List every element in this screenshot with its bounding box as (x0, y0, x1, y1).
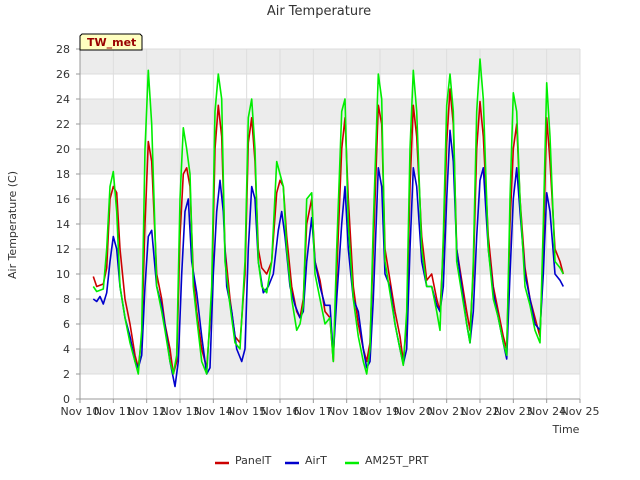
legend-item-AirT: AirT (285, 454, 327, 467)
x-tick-label: Nov 12 (127, 405, 166, 418)
y-tick-label: 10 (56, 268, 70, 281)
plot-band (80, 149, 580, 174)
site-label: TW_met (87, 36, 136, 49)
y-tick-label: 16 (56, 193, 70, 206)
y-tick-label: 22 (56, 118, 70, 131)
site-label-box (79, 33, 143, 51)
legend-label: AM25T_PRT (365, 454, 429, 467)
y-tick-label: 12 (56, 243, 70, 256)
plot-band (80, 349, 580, 374)
y-tick-label: 2 (63, 368, 70, 381)
x-tick-label: Nov 23 (494, 405, 533, 418)
x-tick-label: Nov 13 (161, 405, 200, 418)
series-line-PanelT (92, 88, 565, 375)
x-tick-label: Nov 10 (61, 405, 100, 418)
legend-item-PanelT: PanelT (215, 454, 272, 467)
x-tick-label: Nov 18 (327, 405, 366, 418)
x-tick-label: Nov 25 (561, 405, 600, 418)
series-line-AM25T_PRT (92, 58, 565, 375)
plot-band (80, 249, 580, 274)
x-tick-label: Nov 16 (261, 405, 300, 418)
x-tick-label: Nov 19 (361, 405, 400, 418)
y-tick-label: 20 (56, 143, 70, 156)
y-tick-label: 6 (63, 318, 70, 331)
series-layer (92, 58, 565, 388)
x-tick-label: Nov 11 (94, 405, 133, 418)
y-tick-label: 26 (56, 68, 70, 81)
site-label-badge: TW_met (79, 33, 143, 51)
legend-label: PanelT (235, 454, 272, 467)
legend: PanelT AirT AM25T_PRT (215, 454, 429, 467)
y-tick-label: 28 (56, 43, 70, 56)
x-tick-label: Nov 17 (294, 405, 333, 418)
x-tick-label: Nov 21 (427, 405, 466, 418)
x-axis-label: Time (552, 423, 580, 436)
x-tick-label: Nov 15 (227, 405, 266, 418)
plot-band (80, 199, 580, 224)
y-tick-label: 8 (63, 293, 70, 306)
x-tick-label: Nov 24 (527, 405, 566, 418)
y-tick-label: 0 (63, 393, 70, 406)
plot-band (80, 99, 580, 124)
y-axis-label: Air Temperature (C) (6, 171, 19, 279)
y-tick-label: 18 (56, 168, 70, 181)
legend-item-AM25T_PRT: AM25T_PRT (345, 454, 429, 467)
y-tick-label: 14 (56, 218, 70, 231)
legend-label: AirT (305, 454, 327, 467)
x-tick-label: Nov 20 (394, 405, 433, 418)
y-tick-label: 24 (56, 93, 70, 106)
chart-title: Air Temperature (267, 4, 371, 19)
plot-band (80, 49, 580, 74)
y-tick-label: 4 (63, 343, 70, 356)
x-tick-label: Nov 22 (461, 405, 500, 418)
x-tick-label: Nov 14 (194, 405, 233, 418)
